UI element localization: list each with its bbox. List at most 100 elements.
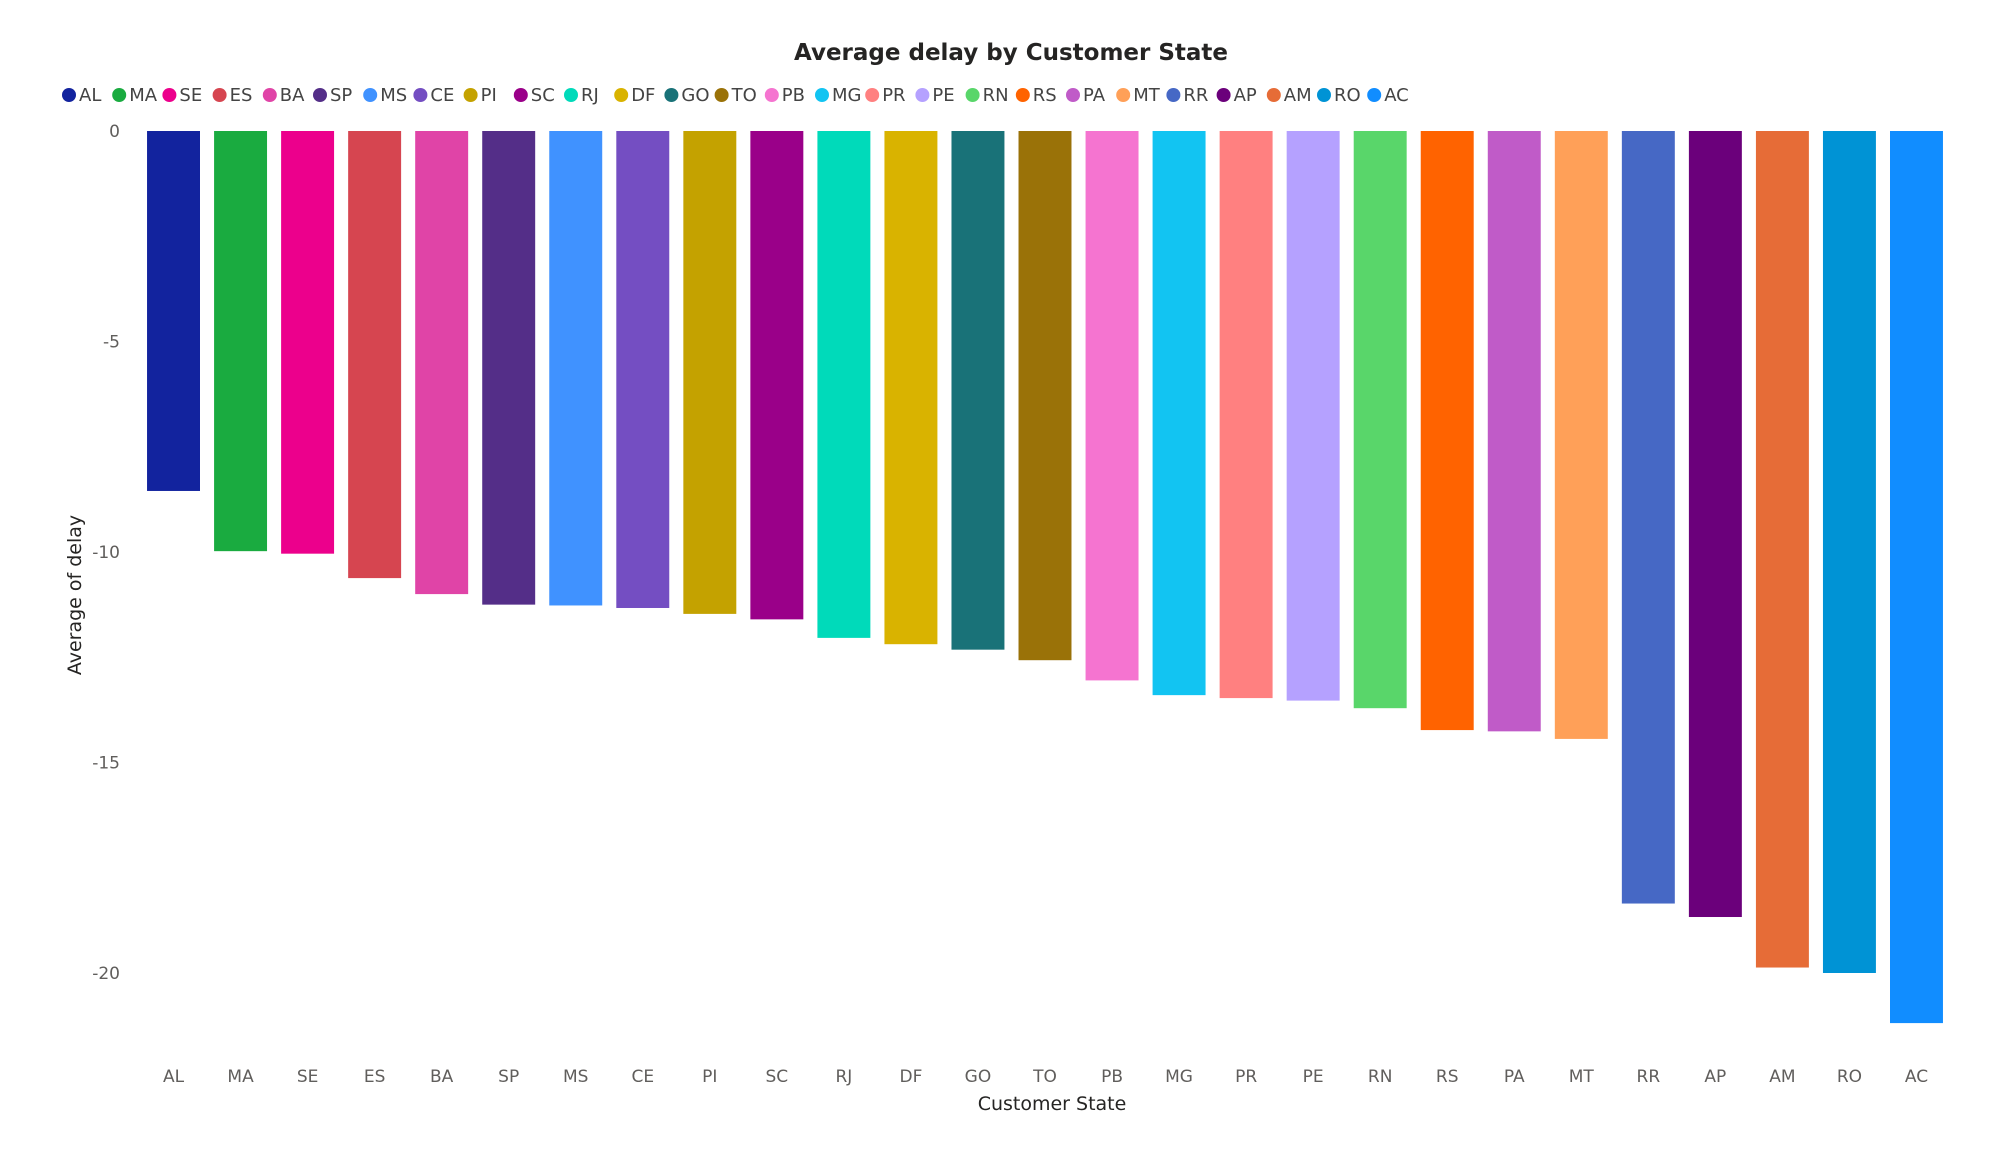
legend-label: RO [1334,85,1361,106]
bar-mt[interactable] [1554,131,1608,739]
legend-marker [112,88,127,102]
bar-ma[interactable] [214,131,268,552]
legend-item-rj[interactable]: RJ [564,85,599,106]
legend-item-rs[interactable]: RS [1015,85,1057,106]
legend-marker [664,88,679,102]
legend-label: PB [782,85,805,106]
legend-item-ba[interactable]: BA [262,85,305,106]
bar-sc[interactable] [750,131,804,620]
legend-item-rr[interactable]: RR [1166,85,1208,106]
bar-am[interactable] [1755,131,1809,968]
x-tick-label: AL [163,1067,185,1087]
x-tick-label: MT [1569,1067,1595,1087]
bar-sp[interactable] [482,131,536,605]
legend-marker [764,88,779,102]
x-tick-label: AP [1704,1067,1726,1087]
legend-item-pi[interactable]: PI [463,85,497,106]
legend-item-mt[interactable]: MT [1116,85,1161,106]
x-tick-label: DF [899,1067,922,1087]
legend-label: SP [330,85,352,106]
legend-label: MG [832,85,861,106]
bar-ce[interactable] [616,131,670,608]
legend-label: RS [1033,85,1057,106]
legend-label: MT [1133,85,1161,106]
x-tick-label: MA [227,1067,254,1087]
legend-item-ms[interactable]: MS [363,85,407,106]
bar-pi[interactable] [683,131,737,614]
legend-item-mg[interactable]: MG [815,85,861,106]
bar-se[interactable] [281,131,335,554]
legend-item-ma[interactable]: MA [112,85,158,106]
legend-marker [815,88,829,102]
x-tick-label: ES [364,1067,386,1087]
x-tick-label: PR [1235,1067,1257,1087]
bar-ac[interactable] [1890,131,1943,1024]
legend-marker [1317,88,1331,102]
legend-marker [262,88,277,102]
legend-marker [413,88,428,102]
legend-item-to[interactable]: TO [714,85,757,106]
y-tick-label: 0 [109,122,120,142]
x-tick-label: RJ [835,1067,852,1087]
bar-pr[interactable] [1219,131,1273,699]
legend-item-pb[interactable]: PB [764,85,805,106]
legend-item-ap[interactable]: AP [1216,85,1257,106]
bar-pe[interactable] [1286,131,1340,701]
legend-label: DF [631,85,655,106]
bar-go[interactable] [951,131,1005,650]
legend-item-df[interactable]: DF [614,85,655,106]
x-tick-label: PI [702,1067,717,1087]
x-tick-label: SE [297,1067,319,1087]
bar-rj[interactable] [817,131,871,638]
legend-label: GO [681,85,709,106]
legend-item-ac[interactable]: AC [1367,85,1409,106]
bar-pb[interactable] [1085,131,1139,681]
legend-item-rn[interactable]: RN [965,85,1009,106]
bar-to[interactable] [1018,131,1072,661]
y-tick-label: -5 [103,333,120,353]
bar-ms[interactable] [549,131,603,606]
bar-rs[interactable] [1420,131,1474,731]
bar-df[interactable] [884,131,938,645]
x-tick-label: MG [1165,1067,1193,1087]
legend-item-sc[interactable]: SC [513,85,555,106]
legend-item-sp[interactable]: SP [313,85,352,106]
legend-label: ES [230,85,253,106]
legend-label: SC [531,85,555,106]
x-axis-ticks: AL MA SE ES BA SP MS CE PI SC RJ DF GO TO PB MG PR PE RN RS… [163,1067,1928,1087]
bar-al[interactable] [147,131,200,491]
legend-item-es[interactable]: ES [212,85,253,106]
bar-rn[interactable] [1353,131,1407,709]
bar-pa[interactable] [1487,131,1541,732]
legend-item-ro[interactable]: RO [1317,85,1361,106]
legend-label: AL [79,85,101,106]
legend-item-al[interactable]: AL [62,85,101,106]
legend-item-pe[interactable]: PE [915,85,955,106]
legend-item-pa[interactable]: PA [1066,85,1106,106]
bar-es[interactable] [348,131,402,579]
bar-rr[interactable] [1621,131,1675,904]
bar-ba[interactable] [415,131,469,595]
y-tick-label: -20 [92,964,120,984]
bar-ap[interactable] [1688,131,1742,918]
x-tick-label: RN [1368,1067,1393,1087]
x-tick-label: SC [766,1067,789,1087]
legend-item-go[interactable]: GO [664,85,710,106]
bar-mg[interactable] [1152,131,1206,696]
x-tick-label: BA [430,1067,454,1087]
x-tick-label: AC [1905,1067,1928,1087]
legend-label: PR [882,85,905,106]
x-tick-label: RO [1837,1067,1862,1087]
y-axis-title: Average of delay [64,515,86,675]
legend-marker [714,88,729,102]
x-tick-label: RS [1436,1067,1459,1087]
y-tick-label: -15 [92,754,120,774]
x-axis-title: Customer State [978,1093,1127,1115]
bar-ro[interactable] [1822,131,1876,973]
legend: AL MA SE ES BA SP MS CE PI SC RJ DF GO TO PB MG PR PE RN RS… [62,85,1409,106]
x-tick-label: AM [1769,1067,1795,1087]
legend-item-ce[interactable]: CE [413,85,454,106]
legend-item-pr[interactable]: PR [865,85,906,106]
legend-item-am[interactable]: AM [1266,85,1312,106]
legend-item-se[interactable]: SE [162,85,202,106]
